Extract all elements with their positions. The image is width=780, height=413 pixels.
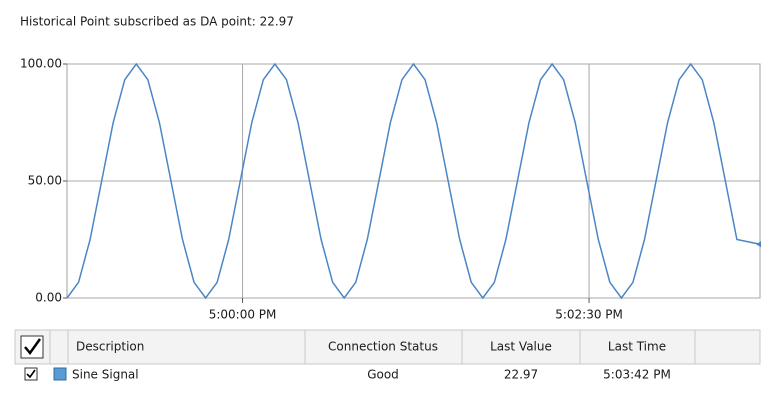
column-header[interactable]: Last Time xyxy=(608,340,666,354)
y-tick-label: 100.00 xyxy=(20,57,62,71)
data-line xyxy=(66,62,761,300)
y-tick-label: 0.00 xyxy=(35,291,62,305)
end-marker xyxy=(756,241,761,248)
cell: 5:03:42 PM xyxy=(603,368,671,382)
column-header[interactable]: Connection Status xyxy=(328,340,438,354)
cell: 22.97 xyxy=(504,368,538,382)
cell: Good xyxy=(367,368,399,382)
x-tick-label: 5:00:00 PM xyxy=(209,308,277,322)
series-swatch xyxy=(53,367,67,381)
y-tick-label: 50.00 xyxy=(28,174,62,188)
table: Description Connection Status Last Value… xyxy=(14,329,761,382)
column-header[interactable]: Description xyxy=(76,340,144,354)
table-header xyxy=(14,329,761,365)
plot: 0.00 50.00 100.00 5:00:00 PM 5:02:30 PM xyxy=(20,57,761,322)
cell: Sine Signal xyxy=(72,368,139,382)
status-label: Historical Point subscribed as DA point:… xyxy=(20,15,294,29)
column-header[interactable]: Last Value xyxy=(490,340,552,354)
row-checkbox[interactable] xyxy=(24,367,38,381)
x-tick-label: 5:02:30 PM xyxy=(555,308,623,322)
